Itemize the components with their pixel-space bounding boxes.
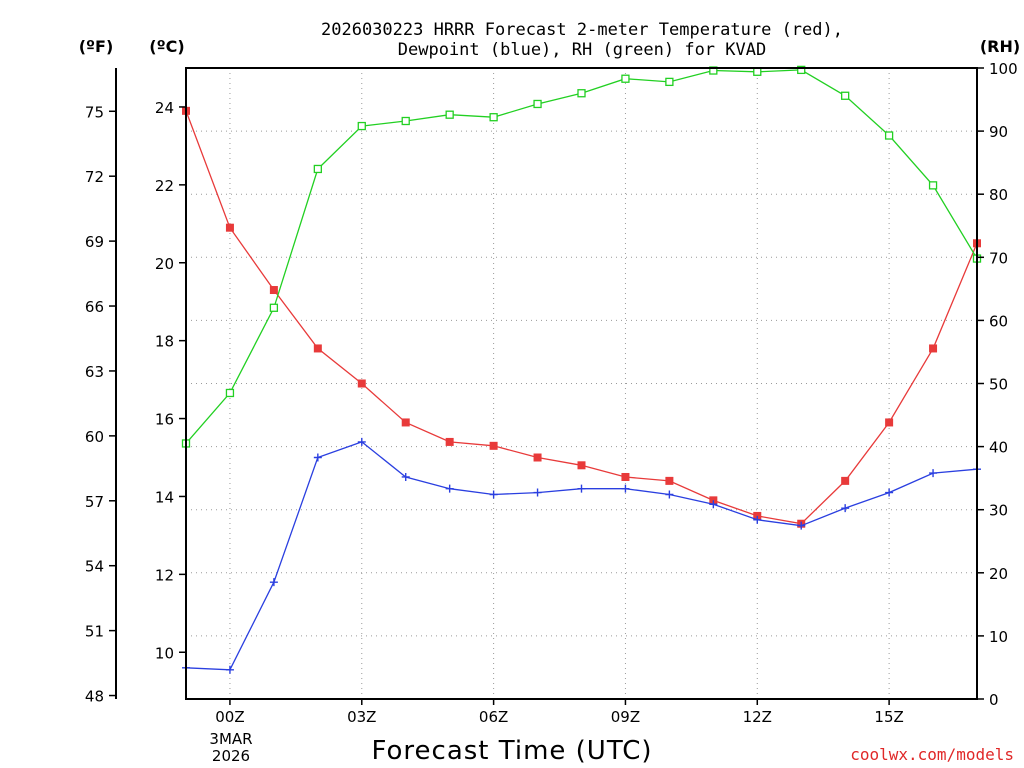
point-dewpoint [709,500,718,509]
point-rh [928,181,938,190]
celsius-tick-label: 12 [155,566,174,584]
point-dewpoint [533,488,542,497]
point-temperature [313,344,322,353]
point-rh [269,303,279,312]
x-tick-label: 06Z [479,708,508,726]
point-rh [225,388,235,398]
point-temperature [489,441,498,450]
fahrenheit-tick-label: 69 [85,233,104,251]
grid-lines [186,68,977,699]
point-dewpoint [577,484,586,493]
point-rh [489,113,498,122]
point-rh [797,65,806,75]
point-rh [577,89,586,98]
series-line-rh [185,69,978,444]
celsius-tick-label: 22 [155,177,174,195]
x-tick-label: 03Z [347,708,376,726]
tick-labels: 00Z 03Z 06Z 09Z 12Z 15Z 10 12 14 16 18 20 22 24 48 51 54… [85,60,1018,726]
rh-tick-label: 0 [989,691,999,709]
point-dewpoint [929,469,938,478]
rh-tick-label: 30 [989,502,1008,520]
point-rh [313,164,322,174]
x-tick-label: 09Z [611,708,640,726]
point-rh [401,116,410,126]
point-temperature [225,223,234,232]
fahrenheit-unit-label: (ºF) [79,37,114,56]
rh-tick-label: 20 [989,565,1008,583]
point-dewpoint [885,488,894,497]
fahrenheit-tick-label: 51 [85,623,104,641]
x-axis-title: Forecast Time (UTC) [371,736,652,766]
point-dewpoint [665,490,674,499]
point-temperature [885,418,894,427]
point-temperature [621,472,630,481]
chart-title-line2: Dewpoint (blue), RH (green) for KVAD [398,40,766,60]
watermark: coolwx.com/models [850,745,1014,764]
x-tick-label: 00Z [215,708,244,726]
fahrenheit-tick-label: 54 [85,558,104,576]
point-rh [753,67,762,76]
date-label-month: 3MAR [209,730,252,748]
point-dewpoint [753,515,762,524]
x-tick-label: 12Z [743,708,772,726]
celsius-tick-label: 20 [155,255,174,273]
point-rh [445,110,454,119]
point-dewpoint [401,472,410,481]
point-dewpoint [489,490,498,499]
point-temperature [577,461,586,470]
point-dewpoint [269,578,278,587]
celsius-unit-label: (ºC) [149,37,184,56]
rh-tick-label: 100 [989,60,1018,78]
x-tick-label: 15Z [874,708,903,726]
point-dewpoint [841,504,850,513]
point-rh [841,91,850,100]
fahrenheit-tick-label: 75 [85,103,104,121]
celsius-tick-label: 14 [155,488,174,506]
point-rh [621,74,630,83]
rh-tick-label: 10 [989,628,1008,646]
rh-tick-label: 50 [989,376,1008,394]
date-label-year: 2026 [212,747,250,765]
fahrenheit-tick-label: 66 [85,298,104,316]
fahrenheit-tick-label: 48 [85,688,104,706]
fahrenheit-tick-label: 63 [85,363,104,381]
point-temperature [841,476,850,485]
point-temperature [401,418,410,427]
point-temperature [445,437,454,446]
celsius-tick-label: 18 [155,333,174,351]
point-rh [533,99,542,109]
point-temperature [269,286,278,295]
rh-tick-label: 80 [989,186,1008,204]
point-dewpoint [445,484,454,493]
point-dewpoint [797,521,806,530]
rh-tick-label: 70 [989,249,1008,267]
chart-title-line1: 2026030223 HRRR Forecast 2-meter Tempera… [321,20,843,40]
rh-tick-label: 40 [989,439,1008,457]
point-temperature [357,379,366,388]
rh-unit-label: (RH) [980,37,1020,56]
rh-tick-label: 90 [989,123,1008,141]
series-layer [181,65,982,674]
celsius-tick-label: 16 [155,411,174,429]
celsius-tick-label: 24 [155,99,174,117]
fahrenheit-tick-label: 60 [85,428,104,446]
fahrenheit-tick-label: 57 [85,493,104,511]
celsius-tick-label: 10 [155,644,174,662]
point-rh [357,121,366,131]
point-temperature [533,453,542,462]
rh-tick-label: 60 [989,312,1008,330]
fahrenheit-tick-label: 72 [85,168,104,186]
point-dewpoint [357,437,366,446]
point-rh [884,131,894,140]
point-dewpoint [621,484,630,493]
point-rh [665,77,674,87]
point-dewpoint [225,665,234,674]
point-temperature [929,344,938,353]
point-temperature [665,476,674,485]
point-dewpoint [313,453,322,462]
